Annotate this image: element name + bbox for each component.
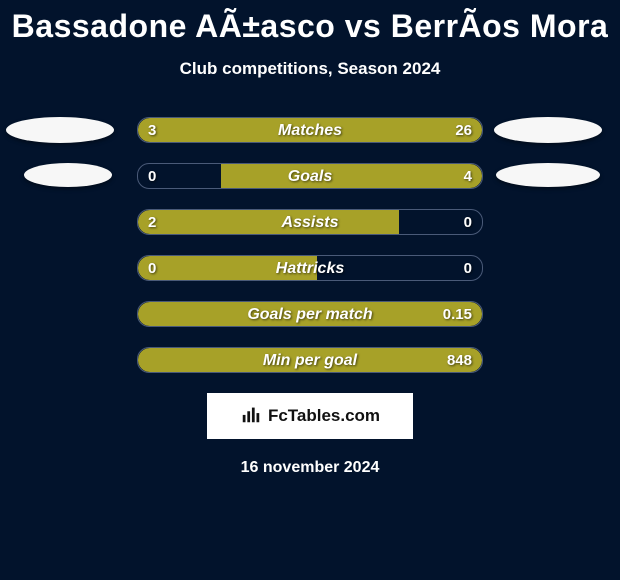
stat-row: Min per goal 848 (0, 347, 620, 373)
subtitle: Club competitions, Season 2024 (0, 59, 620, 79)
stat-value-right: 0 (464, 210, 472, 235)
page-title: Bassadone AÃ±asco vs BerrÃ­os Mora (0, 0, 620, 45)
stat-bar: 0 Goals 4 (137, 163, 483, 189)
stat-row: 3 Matches 26 (0, 117, 620, 143)
footer-date: 16 november 2024 (0, 459, 620, 477)
stat-fill-right (221, 164, 482, 188)
stat-value-right: 26 (455, 118, 472, 143)
stat-label: Hattricks (276, 256, 344, 281)
stat-row: 0 Hattricks 0 (0, 255, 620, 281)
brand-badge: FcTables.com (207, 393, 413, 439)
stat-fill-left (138, 210, 399, 234)
stat-row: 2 Assists 0 (0, 209, 620, 235)
stat-row: Goals per match 0.15 (0, 301, 620, 327)
stat-bar: Goals per match 0.15 (137, 301, 483, 327)
comparison-chart: 3 Matches 26 0 Goals 4 2 Assists 0 0 Hattricks 0 Goa… (0, 117, 620, 373)
stat-label: Goals (288, 164, 332, 189)
stat-row: 0 Goals 4 (0, 163, 620, 189)
brand-text: FcTables.com (268, 406, 380, 426)
stat-value-right: 848 (447, 348, 472, 373)
stat-bar: 2 Assists 0 (137, 209, 483, 235)
stat-value-right: 4 (464, 164, 472, 189)
stat-label: Assists (282, 210, 339, 235)
stat-label: Min per goal (263, 348, 357, 373)
chart-icon (240, 403, 262, 430)
stat-value-left: 0 (148, 256, 156, 281)
stat-bar: Min per goal 848 (137, 347, 483, 373)
stat-value-right: 0.15 (443, 302, 472, 327)
stat-label: Goals per match (247, 302, 372, 327)
stat-bar: 0 Hattricks 0 (137, 255, 483, 281)
stat-value-left: 2 (148, 210, 156, 235)
stat-value-right: 0 (464, 256, 472, 281)
stat-label: Matches (278, 118, 342, 143)
stat-bar: 3 Matches 26 (137, 117, 483, 143)
stat-value-left: 3 (148, 118, 156, 143)
stat-value-left: 0 (148, 164, 156, 189)
